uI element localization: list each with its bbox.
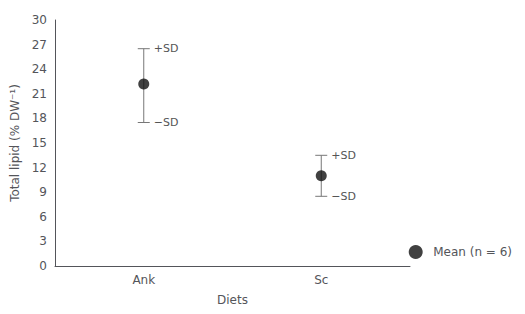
svg-text:3: 3 [39, 234, 47, 248]
svg-text:Sc: Sc [314, 273, 328, 287]
svg-text:24: 24 [32, 62, 47, 76]
svg-text:−SD: −SD [154, 116, 179, 129]
svg-text:18: 18 [32, 111, 47, 125]
svg-text:Ank: Ank [132, 273, 155, 287]
svg-text:+SD: +SD [154, 42, 179, 55]
svg-text:Mean (n = 6): Mean (n = 6) [433, 245, 512, 259]
svg-text:+SD: +SD [331, 149, 356, 162]
svg-text:0: 0 [39, 259, 47, 273]
svg-text:9: 9 [39, 185, 47, 199]
svg-text:6: 6 [39, 210, 47, 224]
svg-text:−SD: −SD [331, 190, 356, 203]
svg-text:30: 30 [32, 13, 47, 27]
svg-text:12: 12 [32, 161, 47, 175]
svg-text:27: 27 [32, 38, 47, 52]
svg-text:Diets: Diets [217, 293, 248, 307]
svg-text:Total lipid (% DW⁻¹): Total lipid (% DW⁻¹) [8, 84, 22, 203]
svg-text:15: 15 [32, 136, 47, 150]
svg-text:21: 21 [32, 87, 47, 101]
